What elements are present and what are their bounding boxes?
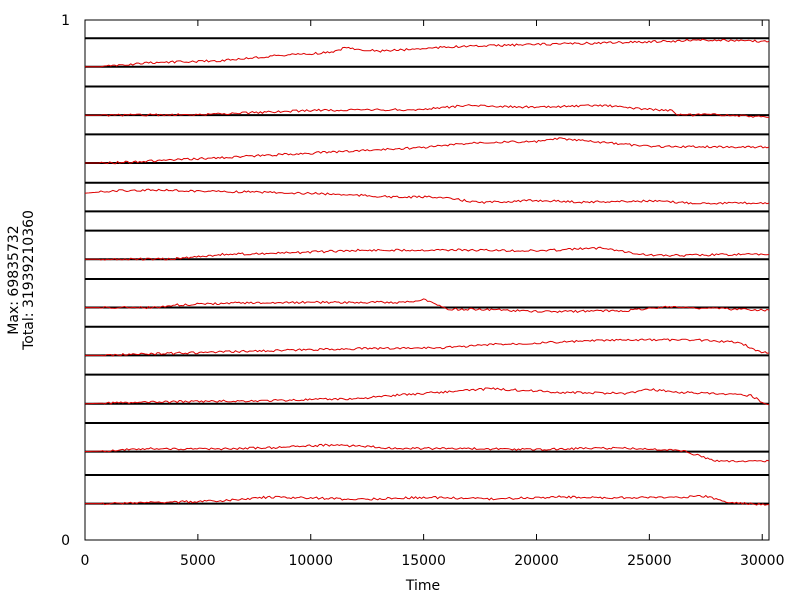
x-tick-label: 0 [81,553,90,569]
series-line [85,298,770,314]
x-tick-label: 25000 [627,553,672,569]
y-axis-label-line-0: Max: 69835732 [6,225,22,334]
series-line [85,38,770,68]
series-line [85,338,770,357]
y-axis-label: Total: 31939210360 [21,210,37,351]
x-tick-label: 10000 [288,553,333,569]
y-axis-label-2: Max: 69835732 [6,225,22,334]
x-tick-label: 20000 [514,553,559,569]
x-axis-label: Time [405,578,440,594]
series-line [85,137,770,165]
x-tick-label: 30000 [740,553,785,569]
y-tick-label: 0 [61,533,70,549]
series-line [84,387,770,406]
y-axis-ticks: 01 [61,13,70,549]
series-line [85,246,770,261]
x-tick-label: 15000 [401,553,446,569]
x-tick-label: 5000 [180,553,216,569]
x-axis-ticks: 0 5000 10000 15000 20000 25000 30000 [81,20,785,569]
y-axis-label-line-1: Total: 31939210360 [21,210,37,351]
series-lines [84,38,770,506]
plot-frame [84,19,770,541]
y-tick-label: 1 [61,13,70,29]
series-line [84,188,770,205]
series-line [85,494,769,506]
series-line [85,104,770,118]
band-lines [85,37,769,505]
series-line [84,443,770,463]
